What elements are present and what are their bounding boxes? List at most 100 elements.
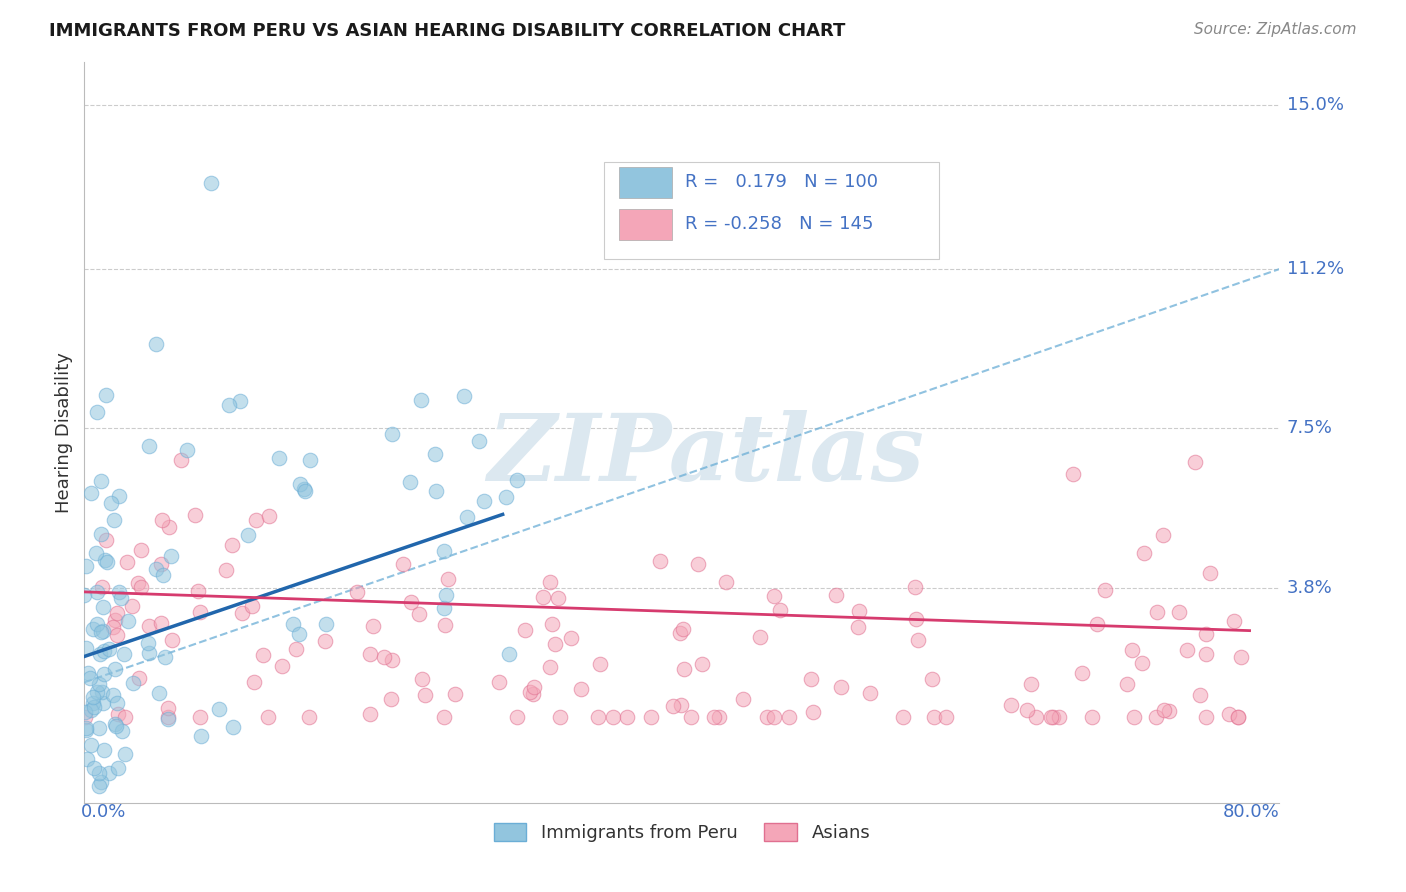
Point: [257, 709, 280, 723]
Point: [138, 439, 160, 453]
Point: [90, 526, 112, 541]
Point: [1195, 647, 1218, 661]
Point: [848, 604, 870, 618]
Point: [1152, 528, 1174, 542]
Point: [498, 647, 520, 661]
Point: [1062, 467, 1084, 481]
Point: [425, 483, 447, 498]
Point: [547, 591, 569, 605]
Point: [399, 594, 422, 608]
Point: [93, 667, 115, 681]
Point: [690, 657, 713, 672]
Point: [105, 606, 128, 620]
Point: [77, 665, 100, 680]
Point: [79, 671, 101, 685]
Point: [1042, 709, 1064, 723]
Point: [769, 603, 792, 617]
Point: [1019, 677, 1042, 691]
Point: [245, 513, 267, 527]
Point: [110, 591, 132, 606]
Point: [82, 622, 104, 636]
Text: 0.0%: 0.0%: [82, 803, 127, 821]
Point: [380, 691, 402, 706]
Point: [221, 538, 243, 552]
Point: [588, 709, 610, 723]
Point: [107, 707, 129, 722]
Point: [506, 473, 529, 487]
Point: [76, 641, 98, 656]
Point: [176, 443, 198, 458]
Point: [1227, 709, 1250, 723]
Point: [423, 447, 446, 461]
Point: [91, 697, 114, 711]
Point: [79, 739, 101, 753]
Point: [218, 398, 240, 412]
FancyBboxPatch shape: [619, 167, 672, 198]
Point: [94, 533, 117, 548]
Point: [73, 705, 96, 719]
Point: [1017, 703, 1039, 717]
Point: [616, 709, 638, 723]
Point: [762, 590, 785, 604]
Point: [86, 585, 108, 599]
Point: [408, 607, 430, 622]
Point: [156, 700, 179, 714]
Point: [187, 583, 209, 598]
Legend: Immigrants from Peru, Asians: Immigrants from Peru, Asians: [486, 816, 877, 849]
Point: [1025, 709, 1047, 723]
Point: [1177, 643, 1199, 657]
Point: [83, 700, 105, 714]
Point: [434, 618, 457, 632]
Point: [924, 709, 946, 723]
Point: [94, 388, 117, 402]
Point: [145, 336, 167, 351]
Point: [519, 685, 541, 699]
Point: [150, 558, 173, 572]
Point: [1199, 566, 1222, 580]
Point: [891, 709, 914, 723]
Point: [103, 513, 125, 527]
Point: [434, 588, 457, 602]
Point: [240, 599, 263, 614]
Point: [672, 662, 695, 676]
Point: [589, 657, 612, 672]
Point: [129, 543, 152, 558]
Point: [681, 709, 703, 723]
Point: [668, 625, 690, 640]
Point: [97, 641, 120, 656]
Point: [112, 647, 135, 661]
Point: [538, 659, 561, 673]
Point: [83, 696, 105, 710]
Text: 3.8%: 3.8%: [1286, 579, 1333, 597]
Point: [361, 619, 384, 633]
Point: [127, 576, 149, 591]
Point: [531, 590, 554, 604]
Point: [90, 775, 112, 789]
Point: [488, 675, 510, 690]
Text: R = -0.258   N = 145: R = -0.258 N = 145: [686, 215, 875, 233]
Point: [1000, 698, 1022, 712]
Point: [152, 568, 174, 582]
Point: [93, 743, 115, 757]
Point: [411, 672, 433, 686]
Point: [409, 393, 432, 408]
Point: [87, 677, 110, 691]
Point: [907, 632, 929, 647]
Point: [90, 625, 112, 640]
Point: [215, 563, 238, 577]
Point: [117, 614, 139, 628]
Point: [208, 702, 231, 716]
Point: [444, 687, 467, 701]
Point: [801, 705, 824, 719]
Point: [381, 427, 404, 442]
Point: [298, 709, 321, 723]
Point: [1047, 709, 1070, 723]
Point: [513, 623, 536, 637]
Point: [80, 703, 103, 717]
Point: [1071, 666, 1094, 681]
Point: [359, 706, 381, 721]
Point: [1133, 546, 1156, 560]
Point: [472, 494, 495, 508]
Point: [107, 585, 129, 599]
Point: [89, 647, 111, 661]
